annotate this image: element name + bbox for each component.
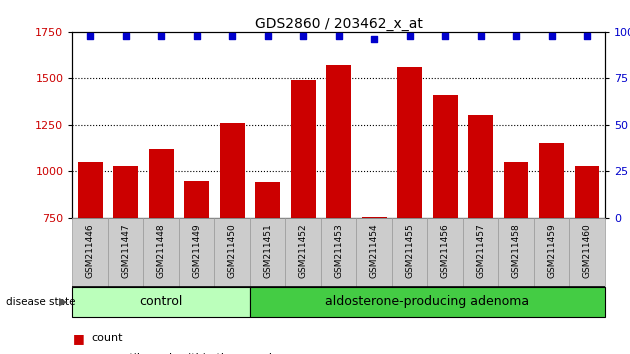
Bar [534, 218, 570, 287]
Text: GSM211458: GSM211458 [512, 223, 520, 278]
Bar [214, 218, 250, 287]
Point [511, 33, 521, 39]
Bar [77, 162, 103, 218]
Text: GSM211448: GSM211448 [157, 223, 166, 278]
Text: ■: ■ [72, 351, 84, 354]
Bar [255, 182, 280, 218]
Bar [108, 218, 144, 287]
Point [440, 33, 450, 39]
Bar [113, 166, 138, 218]
Bar [179, 218, 214, 287]
Text: GSM211460: GSM211460 [583, 223, 592, 278]
Text: GSM211447: GSM211447 [121, 223, 130, 278]
Bar [539, 143, 564, 218]
Bar [392, 218, 427, 287]
Bar [427, 218, 463, 287]
Text: aldosterone-producing adenoma: aldosterone-producing adenoma [325, 295, 529, 308]
Point [369, 36, 379, 42]
Point [85, 33, 95, 39]
Bar [463, 218, 498, 287]
Bar [290, 80, 316, 218]
Text: GSM211452: GSM211452 [299, 223, 307, 278]
Text: GSM211450: GSM211450 [227, 223, 237, 278]
Point [546, 33, 557, 39]
Point [120, 33, 131, 39]
Bar [397, 67, 422, 218]
Text: GSM211453: GSM211453 [334, 223, 343, 278]
Text: ▶: ▶ [59, 297, 67, 307]
Bar [570, 218, 605, 287]
Bar [362, 217, 387, 218]
Bar [285, 218, 321, 287]
Bar [72, 287, 250, 317]
Bar [468, 115, 493, 218]
Point [476, 33, 486, 39]
Title: GDS2860 / 203462_x_at: GDS2860 / 203462_x_at [255, 17, 423, 31]
Point [227, 33, 237, 39]
Point [298, 33, 308, 39]
Text: GSM211451: GSM211451 [263, 223, 272, 278]
Text: GSM211455: GSM211455 [405, 223, 414, 278]
Bar [357, 218, 392, 287]
Text: percentile rank within the sample: percentile rank within the sample [91, 353, 279, 354]
Bar [250, 287, 605, 317]
Bar [575, 166, 600, 218]
Bar [326, 65, 351, 218]
Text: disease state: disease state [6, 297, 76, 307]
Bar [220, 123, 244, 218]
Text: ■: ■ [72, 332, 84, 344]
Bar [433, 95, 457, 218]
Text: GSM211446: GSM211446 [86, 223, 94, 278]
Text: control: control [139, 295, 183, 308]
Text: GSM211456: GSM211456 [440, 223, 450, 278]
Bar [321, 218, 357, 287]
Text: GSM211459: GSM211459 [547, 223, 556, 278]
Bar [184, 181, 209, 218]
Bar [250, 218, 285, 287]
Point [156, 33, 166, 39]
Point [192, 33, 202, 39]
Bar [144, 218, 179, 287]
Point [582, 33, 592, 39]
Bar [72, 218, 108, 287]
Point [263, 33, 273, 39]
Bar [498, 218, 534, 287]
Text: GSM211454: GSM211454 [370, 223, 379, 278]
Text: GSM211457: GSM211457 [476, 223, 485, 278]
Bar [149, 149, 174, 218]
Bar [503, 162, 529, 218]
Text: GSM211449: GSM211449 [192, 223, 201, 278]
Point [333, 33, 343, 39]
Point [404, 33, 415, 39]
Text: count: count [91, 333, 123, 343]
